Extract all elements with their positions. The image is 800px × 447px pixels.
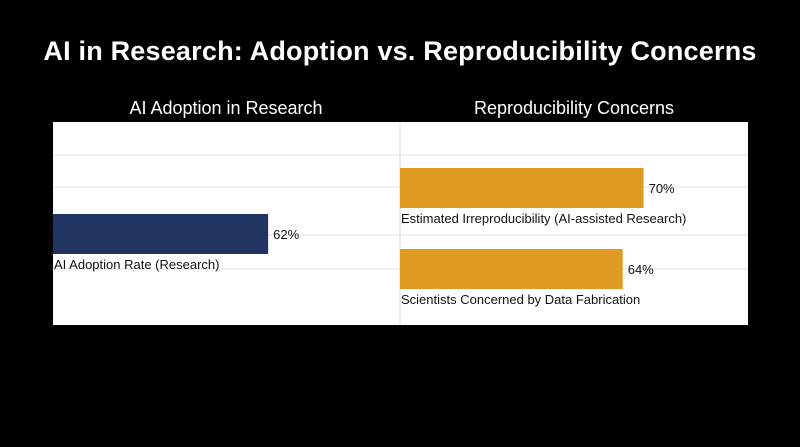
- value-label-1-1: 62%: [273, 227, 299, 242]
- panel-title-reproducibility: Reproducibility Concerns: [473, 98, 675, 118]
- category-label-1-1: AI Adoption Rate (Research): [54, 257, 219, 272]
- panel-title-adoption: AI Adoption in Research: [129, 98, 323, 118]
- bar-2-2: [400, 249, 623, 289]
- chart-svg: 62% AI Adoption Rate (Research) 70% Estimat…: [53, 122, 748, 325]
- plot-area: 62% AI Adoption Rate (Research) 70% Estimat…: [53, 122, 748, 325]
- category-label-2-2: Scientists Concerned by Data Fabrication: [401, 292, 640, 307]
- bar-2-1: [400, 168, 644, 208]
- bar-1-1: [53, 214, 269, 254]
- value-label-2-2: 64%: [628, 262, 654, 277]
- chart-title: AI in Research: Adoption vs. Reproducibi…: [43, 36, 757, 66]
- category-label-2-1: Estimated Irreproducibility (AI-assisted…: [401, 211, 686, 226]
- value-label-2-1: 70%: [649, 181, 675, 196]
